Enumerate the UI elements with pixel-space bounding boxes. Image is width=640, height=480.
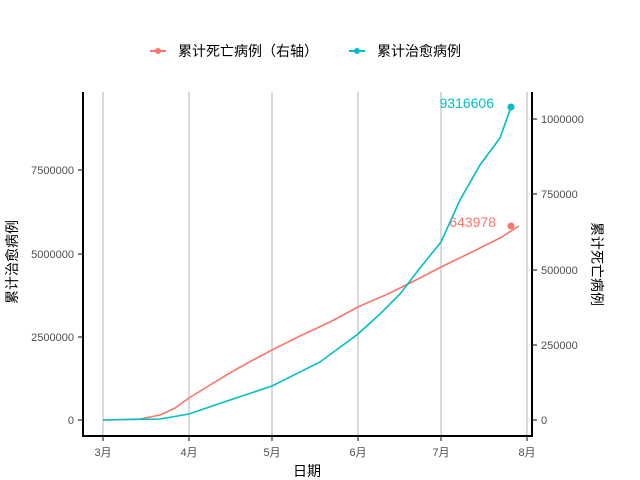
x-tick-2: 5月 xyxy=(263,447,280,459)
legend-label-recovered: 累计治愈病例 xyxy=(377,44,461,60)
y2-tick-3: 750000 xyxy=(541,189,578,201)
x-tick-4: 7月 xyxy=(432,447,449,459)
x-tick-0: 3月 xyxy=(94,447,111,459)
y-tick-2: 5000000 xyxy=(31,249,74,261)
series-deaths-line xyxy=(102,225,520,421)
legend-marker-icon xyxy=(155,48,161,54)
x-axis-ticks: 3月 4月 5月 6月 7月 8月 xyxy=(94,436,536,459)
recovered-end-label: 9316606 xyxy=(439,95,494,111)
legend-label-deaths: 累计死亡病例（右轴） xyxy=(178,44,318,60)
right-axis-ticks: 0 250000 500000 750000 1000000 xyxy=(532,114,584,427)
y-tick-0: 0 xyxy=(68,415,74,427)
series-recovered-line xyxy=(102,106,512,421)
series-recovered-endpoint xyxy=(507,103,515,111)
legend: 累计死亡病例（右轴） 累计治愈病例 xyxy=(150,44,461,60)
axes xyxy=(82,92,533,437)
legend-item-deaths: 累计死亡病例（右轴） xyxy=(150,44,318,60)
y-tick-3: 7500000 xyxy=(31,165,74,177)
y2-tick-4: 1000000 xyxy=(541,114,584,126)
x-axis-title: 日期 xyxy=(293,464,321,480)
x-tick-5: 8月 xyxy=(518,447,535,459)
grid-lines xyxy=(102,92,528,436)
y2-tick-2: 500000 xyxy=(541,265,578,277)
legend-marker-icon xyxy=(354,48,360,54)
y-tick-1: 2500000 xyxy=(31,332,74,344)
deaths-end-label: 643978 xyxy=(449,214,496,230)
series-deaths-endpoint xyxy=(507,222,515,230)
y2-tick-1: 250000 xyxy=(541,340,578,352)
y-axis-title: 累计治愈病例 xyxy=(5,220,21,304)
y2-axis-title: 累计死亡病例 xyxy=(588,222,604,306)
y2-tick-0: 0 xyxy=(541,415,547,427)
legend-item-recovered: 累计治愈病例 xyxy=(349,44,461,60)
x-tick-1: 4月 xyxy=(180,447,197,459)
x-tick-3: 6月 xyxy=(349,447,366,459)
left-axis-ticks: 0 2500000 5000000 7500000 xyxy=(31,165,83,427)
